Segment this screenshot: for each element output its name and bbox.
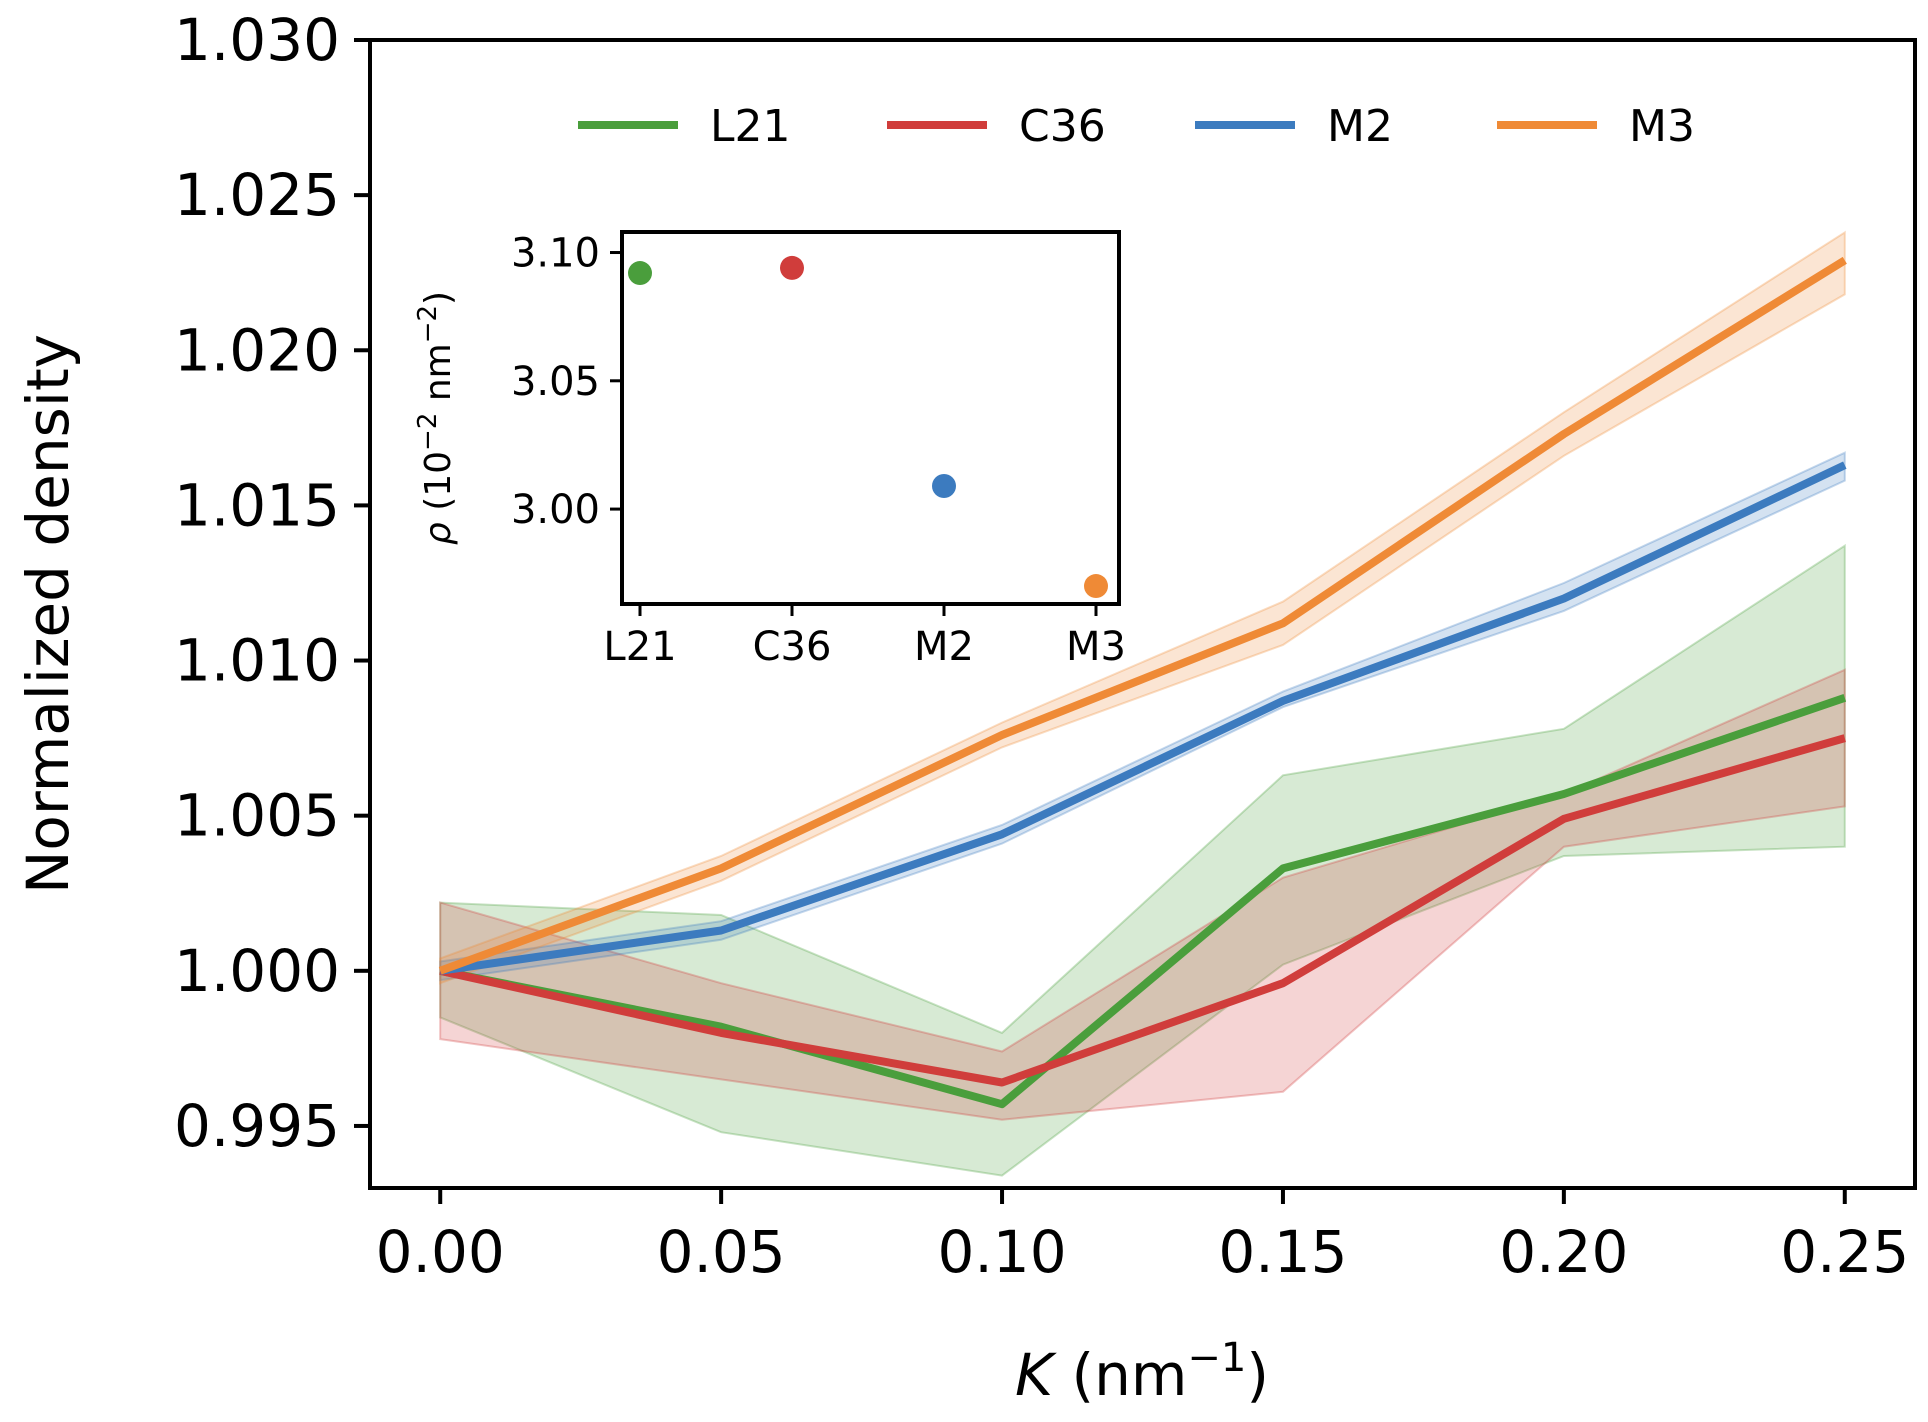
inset-y-axis-title-pre: (10 — [418, 451, 459, 522]
series-line-m3 — [438, 256, 1847, 975]
y-tick-label: 1.020 — [174, 316, 340, 384]
x-tick-label: 0.10 — [937, 1218, 1066, 1286]
x-tick-label: 0.25 — [1780, 1218, 1909, 1286]
y-tick-label: 1.025 — [174, 161, 340, 229]
inset-plot-frame — [620, 230, 1121, 606]
band-m2 — [439, 451, 1846, 982]
inset-y-axis-title-close: ) — [418, 291, 459, 305]
legend: L21 C36 M2 M3 — [578, 101, 1695, 152]
inset-x-tick-label: C36 — [753, 624, 832, 670]
inset-point-m2 — [932, 473, 956, 498]
inset-y-axis-title-sup2: −2 — [413, 305, 443, 343]
x-axis-title: K (nm−1) — [1015, 1335, 1269, 1409]
inset-x-tick-label: L21 — [603, 624, 676, 670]
legend-label-m2: M2 — [1327, 101, 1393, 152]
legend-label-m3: M3 — [1629, 101, 1695, 152]
series-line-c36 — [439, 734, 1846, 1087]
x-tick-label: 0.20 — [1499, 1218, 1628, 1286]
x-axis-title-symbol: K — [1015, 1341, 1057, 1409]
inset-point-m3 — [1084, 574, 1108, 599]
main-axes: 0.995 1.000 1.005 1.010 1.015 1.020 1.025 1.030… — [174, 6, 1909, 1286]
inset-point-l21 — [628, 261, 652, 286]
x-axis-title-exponent: −1 — [1187, 1335, 1246, 1381]
x-axis-title-close: ) — [1246, 1341, 1269, 1409]
legend-label-l21: L21 — [710, 101, 791, 152]
inset-x-tick-label: M3 — [1066, 624, 1126, 670]
inset-y-axis-title-symbol: ρ — [418, 522, 459, 545]
inset-points — [628, 255, 1108, 599]
main-confidence-bands — [439, 230, 1846, 1177]
inset-point-c36 — [780, 255, 804, 280]
band-c36 — [439, 668, 1846, 1121]
y-tick-label: 1.030 — [174, 6, 340, 74]
x-tick-label: 0.15 — [1218, 1218, 1347, 1286]
y-tick-label: 1.010 — [174, 627, 340, 695]
y-tick-label: 1.005 — [174, 782, 340, 850]
x-axis-title-unit: (nm — [1053, 1341, 1187, 1409]
y-tick-label: 1.015 — [174, 471, 340, 539]
main-plot-frame — [368, 38, 1917, 1190]
legend-label-c36: C36 — [1019, 101, 1106, 152]
y-tick-label: 1.000 — [174, 937, 340, 1005]
inset-axes: 3.00 3.05 3.10 L21 C36 M2 M3 — [511, 231, 1126, 670]
series-line-m2 — [439, 461, 1847, 975]
band-l21 — [439, 543, 1846, 1177]
inset-background — [622, 232, 1119, 604]
inset-x-tick-label: M2 — [914, 624, 974, 670]
inset-y-tick-label: 3.00 — [511, 487, 600, 533]
inset-y-tick-label: 3.10 — [511, 231, 600, 277]
band-m3 — [439, 230, 1846, 985]
main-series-lines — [438, 256, 1847, 1109]
inset-y-axis-title-mid: nm — [418, 343, 459, 412]
inset-y-axis-title: ρ (10−2 nm−2) — [413, 291, 459, 545]
inset-y-tick-label: 3.05 — [511, 359, 600, 405]
x-tick-label: 0.00 — [376, 1218, 505, 1286]
inset-y-axis-title-sup1: −2 — [413, 413, 443, 451]
y-tick-label: 0.995 — [174, 1092, 340, 1160]
x-tick-label: 0.05 — [657, 1218, 786, 1286]
y-axis-title: Normalized density — [14, 334, 82, 894]
series-line-l21 — [439, 694, 1847, 1109]
